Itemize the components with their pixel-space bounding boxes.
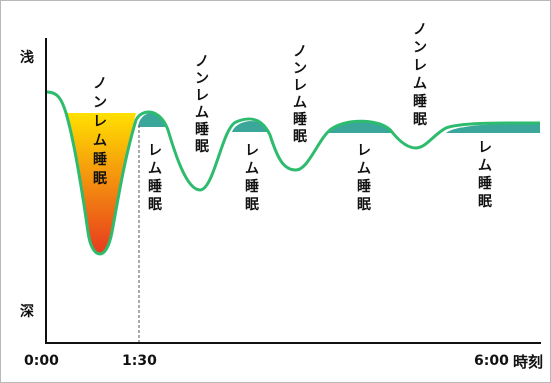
- x-tick-0-00: 0:00: [24, 353, 59, 369]
- rem-fill-3: [328, 122, 392, 133]
- x-tick-6-00: 6:00: [474, 353, 509, 369]
- nonrem-label-3: ノンレム睡眠: [293, 44, 307, 145]
- sleep-depth-curve: [46, 90, 541, 256]
- rem-label-1: レム睡眠: [148, 143, 162, 213]
- rem-label-4: レム睡眠: [478, 140, 492, 210]
- phase-labels: ノンレム睡眠 レム睡眠 ノンレム睡眠 レム睡眠 ノンレム睡眠 レム睡眠 ノンレム…: [93, 22, 492, 213]
- rem-label-2: レム睡眠: [245, 143, 259, 213]
- y-axis-top-label: 浅: [20, 49, 34, 66]
- deep-sleep-fill: [66, 113, 136, 254]
- rem-fill-4: [446, 123, 540, 133]
- nonrem-label-2: ノンレム睡眠: [195, 54, 209, 155]
- rem-label-3: レム睡眠: [357, 143, 371, 213]
- y-axis-bottom-label: 深: [20, 303, 34, 320]
- rem-fill-1: [138, 113, 165, 127]
- rem-fill-2: [232, 121, 268, 132]
- nonrem-label-4: ノンレム睡眠: [413, 22, 427, 128]
- x-tick-1-30: 1:30: [122, 353, 157, 369]
- x-axis-unit-label: 時刻: [513, 353, 543, 371]
- nonrem-label-1: ノンレム睡眠: [93, 76, 107, 187]
